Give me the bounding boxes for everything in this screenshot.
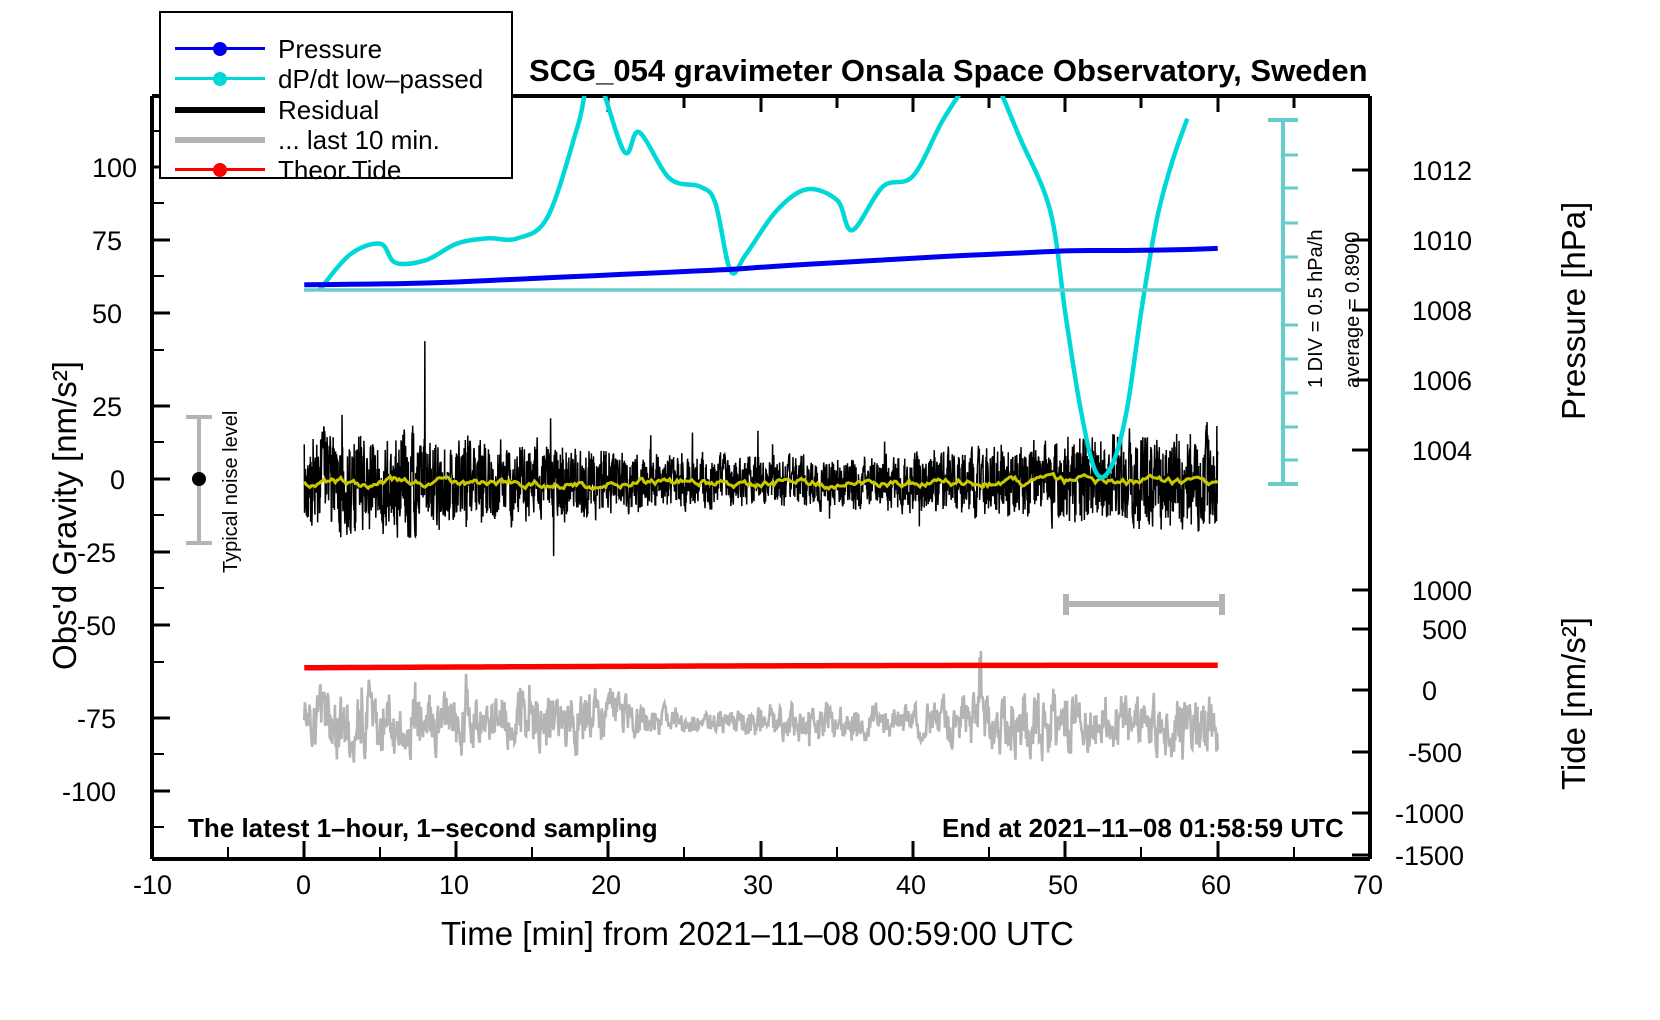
- legend-label-residual: Residual: [278, 95, 380, 125]
- y-axis-title-left: Obs'd Gravity [nm/s²]: [46, 361, 83, 670]
- ytick-left-m25: -25: [77, 538, 117, 568]
- y-axis-pressure-ticks: [1352, 168, 1370, 592]
- x-axis-title: Time [min] from 2021–11–08 00:59:00 UTC: [441, 915, 1074, 952]
- page-title: SCG_054 gravimeter Onsala Space Observat…: [529, 53, 1368, 88]
- typical-noise-level-label: Typical noise level: [220, 410, 242, 573]
- x-axis-minor-ticks: [227, 847, 1295, 859]
- xtick-10: 10: [439, 870, 470, 900]
- legend-line-sample-last-10-min: [175, 137, 265, 143]
- legend-item-dpdt[interactable]: dP/dt low–passed: [161, 64, 511, 94]
- xtick-40: 40: [896, 870, 927, 900]
- ytick-left-50: 50: [92, 299, 123, 329]
- ytick-tide-m1500: -1500: [1395, 841, 1465, 871]
- y-axis-tide-ticks: [1352, 627, 1370, 857]
- ytick-tide-m500: -500: [1408, 738, 1463, 768]
- ytick-pressure-1000: 1000: [1412, 576, 1473, 606]
- ytick-pressure-1004: 1004: [1412, 436, 1473, 466]
- ytick-pressure-1008: 1008: [1412, 296, 1473, 326]
- legend-item-pressure[interactable]: Pressure: [161, 34, 511, 64]
- legend-marker-pressure: [213, 42, 227, 56]
- ytick-tide-0: 0: [1422, 676, 1438, 706]
- ytick-pressure-1012: 1012: [1412, 156, 1473, 186]
- legend-marker-dpdt: [213, 72, 227, 86]
- dpdt-scale-axis: [1268, 118, 1298, 486]
- last-10-min-span-bar: [1063, 594, 1225, 615]
- series-residual-filtered: [302, 471, 1219, 492]
- legend-label-last-10-min: ... last 10 min.: [278, 125, 440, 155]
- series-dpdt-lowpassed: [317, 96, 1190, 480]
- x-axis-ticks: [150, 841, 1372, 859]
- legend-label-pressure: Pressure: [278, 34, 383, 64]
- ytick-left-0: 0: [110, 465, 126, 495]
- xtick-0: 0: [296, 870, 312, 900]
- series-last-10-min: [302, 650, 1220, 763]
- legend-label-dpdt: dP/dt low–passed: [278, 64, 484, 94]
- bottom-left-annotation: The latest 1–hour, 1–second sampling: [188, 813, 658, 843]
- legend-item-last-10-min[interactable]: ... last 10 min.: [161, 125, 511, 155]
- series-residual: [303, 341, 1219, 557]
- xtick-20: 20: [591, 870, 622, 900]
- xtick-60: 60: [1201, 870, 1232, 900]
- ytick-left-25: 25: [92, 392, 123, 422]
- legend-item-residual[interactable]: Residual: [161, 95, 511, 125]
- series-theor-tide: [304, 662, 1218, 671]
- typical-noise-level-errorbar: [186, 415, 212, 545]
- xtick-50: 50: [1048, 870, 1079, 900]
- ytick-left-m75: -75: [77, 704, 117, 734]
- xtick-30: 30: [743, 870, 774, 900]
- legend-label-theor-tide: Theor.Tide: [278, 155, 402, 185]
- legend-marker-theor-tide: [213, 163, 227, 177]
- legend-item-theor-tide[interactable]: Theor.Tide: [161, 155, 511, 185]
- xtick-70: 70: [1353, 870, 1384, 900]
- ytick-tide-m1000: -1000: [1395, 799, 1465, 829]
- ytick-left-m100: -100: [62, 777, 117, 807]
- ytick-pressure-1010: 1010: [1412, 226, 1473, 256]
- chart-legend: Pressure dP/dt low–passed Residual ... l…: [159, 11, 513, 185]
- xtick-m10: -10: [133, 870, 173, 900]
- ytick-left-m50: -50: [77, 611, 117, 641]
- ytick-left-75: 75: [92, 226, 123, 256]
- ytick-tide-500: 500: [1422, 615, 1468, 645]
- bottom-right-annotation: End at 2021–11–08 01:58:59 UTC: [942, 813, 1344, 843]
- div-scale-label: 1 DIV = 0.5 hPa/h: [1305, 229, 1327, 388]
- dpdt-average-label: average = 0.8900: [1342, 231, 1364, 388]
- ytick-left-100: 100: [92, 153, 138, 183]
- x-axis-top-ticks: [606, 96, 1296, 112]
- ytick-pressure-1006: 1006: [1412, 366, 1473, 396]
- y-axis-title-pressure: Pressure [hPa]: [1555, 201, 1592, 420]
- legend-line-sample-residual: [175, 107, 265, 113]
- y-axis-left-ticks: [152, 165, 170, 793]
- dpdt-scale-ticks: [1283, 153, 1298, 462]
- series-pressure: [304, 245, 1218, 288]
- y-axis-title-tide: Tide [nm/s²]: [1555, 617, 1592, 790]
